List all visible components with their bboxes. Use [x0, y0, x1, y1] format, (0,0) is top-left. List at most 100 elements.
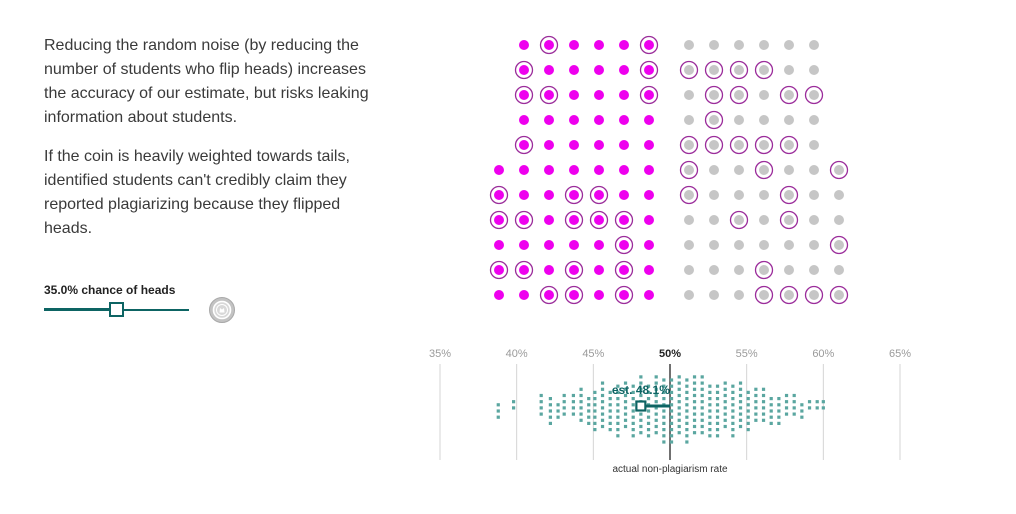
sample-estimate-mark	[616, 397, 620, 401]
sample-estimate-mark	[715, 384, 720, 388]
sample-estimate-mark	[692, 375, 697, 379]
sample-estimate-mark	[600, 400, 605, 404]
student-dot-plagiarized	[489, 260, 509, 280]
sample-estimate-mark	[685, 384, 689, 388]
student-dot-not-plagiarized	[759, 215, 769, 225]
sample-estimate-mark	[708, 409, 712, 413]
student-dot-not-plagiarized	[804, 85, 824, 105]
sample-estimate-mark	[600, 381, 605, 385]
sample-estimate-mark	[708, 397, 712, 401]
sample-estimate-mark	[777, 403, 781, 407]
sample-estimate-mark	[556, 415, 560, 419]
student-dot-plagiarized	[569, 65, 579, 75]
sample-estimate-mark	[579, 418, 583, 422]
sample-estimate-mark	[623, 400, 628, 404]
student-dot-not-plagiarized	[829, 235, 849, 255]
sample-estimate-mark	[654, 418, 658, 422]
student-dot-plagiarized	[539, 285, 559, 305]
student-dot-plagiarized	[544, 265, 554, 275]
student-dot-not-plagiarized	[834, 215, 844, 225]
sample-estimate-mark	[784, 400, 789, 404]
sample-estimate-mark	[685, 403, 689, 407]
sample-estimate-mark	[616, 390, 620, 394]
heads-chance-slider-thumb[interactable]	[108, 302, 124, 317]
student-dot-plagiarized	[514, 85, 534, 105]
student-dot-not-plagiarized	[734, 115, 744, 125]
student-dot-plagiarized	[614, 285, 634, 305]
sample-estimate-mark	[692, 418, 697, 422]
student-dot-not-plagiarized	[734, 165, 744, 175]
sample-estimate-mark	[715, 428, 720, 432]
sample-estimate-mark	[815, 406, 819, 410]
sample-estimate-mark	[761, 400, 766, 404]
sample-estimate-mark	[616, 409, 620, 413]
student-dot-not-plagiarized	[829, 160, 849, 180]
student-dot-not-plagiarized	[784, 240, 794, 250]
sample-estimate-mark	[548, 397, 552, 401]
student-dot-plagiarized	[494, 165, 504, 175]
sample-estimate-mark	[623, 381, 628, 385]
sample-estimate-mark	[800, 415, 804, 419]
sample-estimate-mark	[616, 403, 620, 407]
student-dot-not-plagiarized	[809, 240, 819, 250]
sample-estimate-mark	[616, 421, 620, 425]
sample-estimate-mark	[646, 390, 651, 394]
student-dot-plagiarized	[619, 40, 629, 50]
x-tick-label: 40%	[506, 348, 528, 360]
sample-estimate-mark	[496, 409, 500, 413]
sample-estimate-mark	[708, 415, 712, 419]
student-dot-plagiarized	[544, 190, 554, 200]
student-dot-not-plagiarized	[759, 90, 769, 100]
heads-chance-label: 35.0% chance of heads	[44, 283, 176, 297]
sample-estimate-mark	[600, 418, 605, 422]
student-dot-plagiarized	[569, 240, 579, 250]
student-dot-not-plagiarized	[754, 260, 774, 280]
sample-estimate-mark	[685, 390, 689, 394]
sample-estimate-mark	[792, 393, 796, 398]
student-dot-not-plagiarized	[679, 185, 699, 205]
sample-estimate-mark	[623, 387, 628, 391]
sample-estimate-mark	[738, 381, 743, 385]
sample-estimate-mark	[662, 428, 666, 432]
flip-coin-button[interactable]	[209, 297, 235, 323]
student-dot-not-plagiarized	[709, 240, 719, 250]
student-dot-not-plagiarized	[734, 40, 744, 50]
sample-estimate-mark	[631, 428, 635, 432]
student-dot-plagiarized	[594, 240, 604, 250]
student-dot-not-plagiarized	[709, 190, 719, 200]
student-dot-not-plagiarized	[709, 215, 719, 225]
sample-estimate-mark	[761, 412, 766, 416]
sample-estimate-mark	[616, 384, 620, 388]
student-dot-plagiarized	[644, 190, 654, 200]
student-dot-plagiarized	[544, 140, 554, 150]
sample-estimate-mark	[662, 390, 666, 394]
sample-estimate-mark	[662, 378, 666, 382]
sample-estimate-mark	[639, 431, 643, 435]
sample-estimate-mark	[639, 387, 643, 391]
sample-estimate-mark	[708, 428, 712, 432]
sample-estimate-mark	[685, 428, 689, 432]
sample-estimate-mark	[631, 397, 635, 401]
sample-estimate-mark	[600, 424, 605, 429]
student-dot-plagiarized	[594, 140, 604, 150]
student-dot-plagiarized	[519, 165, 529, 175]
sample-estimate-mark	[700, 381, 704, 385]
student-dot-not-plagiarized	[759, 240, 769, 250]
sample-estimate-mark	[677, 406, 681, 410]
sample-estimate-mark	[669, 378, 674, 382]
sample-estimate-mark	[556, 409, 560, 413]
sample-estimate-mark	[646, 415, 651, 419]
student-dot-plagiarized	[489, 210, 509, 230]
sample-estimate-mark	[587, 409, 591, 413]
sample-estimate-mark	[631, 409, 635, 413]
sample-estimate-mark	[731, 390, 735, 394]
x-tick-label: 45%	[582, 348, 604, 360]
sample-estimate-mark	[692, 393, 697, 398]
sample-estimate-mark	[539, 406, 543, 410]
sample-estimate-mark	[539, 393, 543, 398]
sample-estimate-mark	[579, 393, 583, 398]
student-dot-not-plagiarized	[729, 85, 749, 105]
student-dot-not-plagiarized	[734, 265, 744, 275]
student-dot-plagiarized	[594, 290, 604, 300]
student-dot-plagiarized	[569, 40, 579, 50]
